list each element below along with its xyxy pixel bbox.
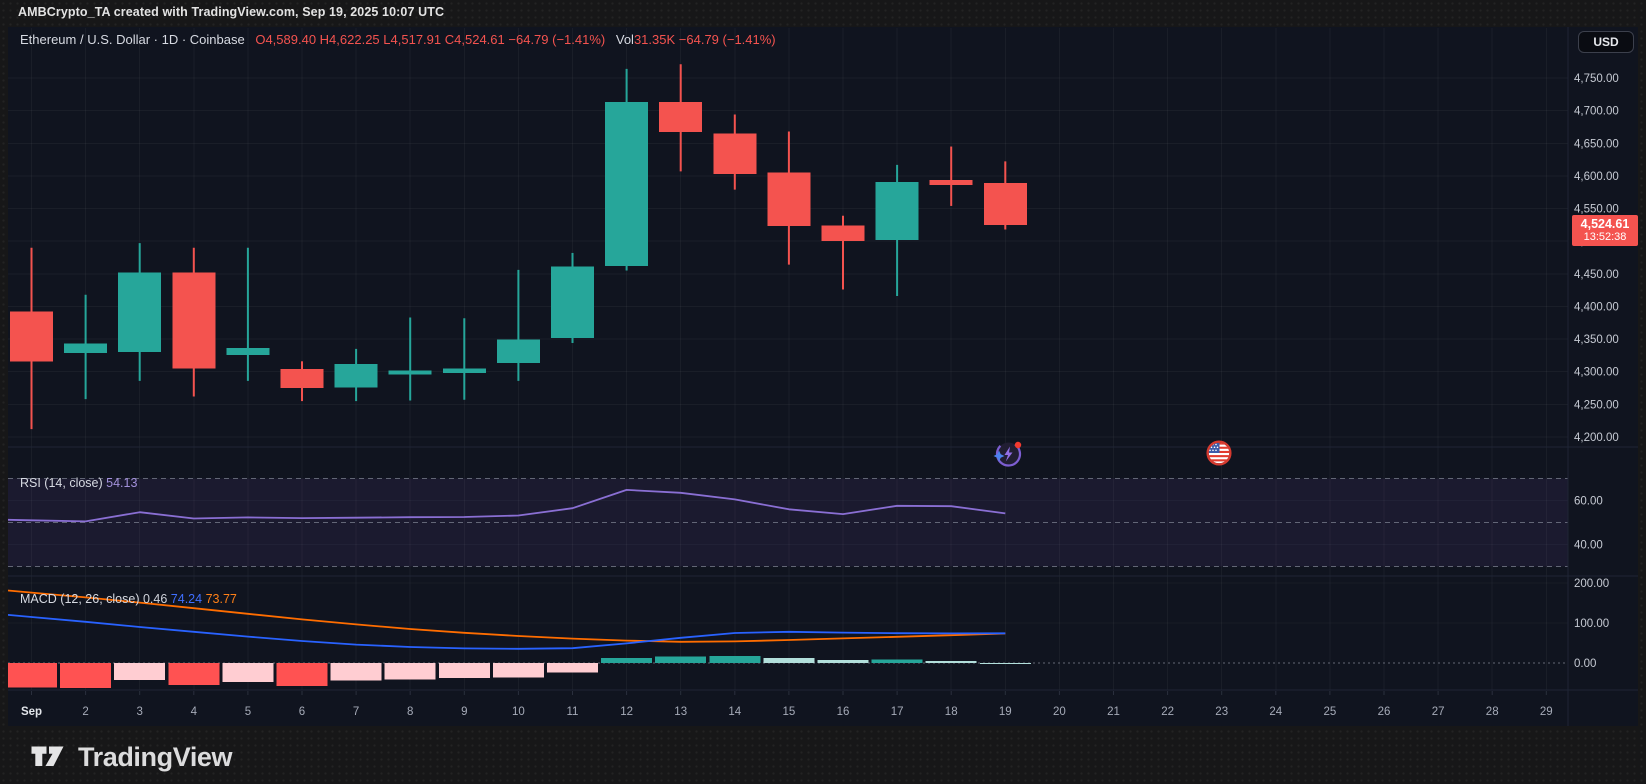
svg-text:60.00: 60.00 <box>1574 496 1603 508</box>
svg-text:40.00: 40.00 <box>1574 540 1603 552</box>
svg-text:7: 7 <box>353 706 359 718</box>
rsi-legend: RSI (14, close) 54.13 <box>20 476 137 490</box>
tradingview-logo-icon <box>31 746 64 766</box>
tradingview-wordmark: TradingView <box>78 742 233 772</box>
svg-text:4,200.00: 4,200.00 <box>1574 432 1619 444</box>
last-price: 4,524.61 <box>1580 217 1630 231</box>
rsi-label[interactable]: RSI (14, close) <box>20 476 103 490</box>
legend-close: C4,524.61 <box>444 32 505 47</box>
svg-text:12: 12 <box>620 706 633 718</box>
macd-signal-value: 73.77 <box>205 592 237 606</box>
svg-text:200.00: 200.00 <box>1574 578 1609 590</box>
svg-text:27: 27 <box>1432 706 1445 718</box>
svg-text:15: 15 <box>783 706 796 718</box>
rsi-value: 54.13 <box>106 476 138 490</box>
svg-text:16: 16 <box>837 706 850 718</box>
svg-text:0.00: 0.00 <box>1574 658 1596 670</box>
bottom-bar: TradingView <box>0 726 1646 784</box>
tradingview-brand[interactable]: TradingView <box>30 742 233 773</box>
volume-change: −64.79 (−1.41%) <box>678 32 776 47</box>
svg-text:3: 3 <box>136 706 142 718</box>
chart-canvas[interactable]: 4,750.00 4,700.00 4,650.00 4,600.00 4,550.00… <box>6 27 1638 726</box>
svg-text:4,350.00: 4,350.00 <box>1574 334 1619 346</box>
macd-label[interactable]: MACD (12, 26, close) <box>20 592 140 606</box>
time-axis[interactable]: Sep 2 3 4 5 6 7 8 9 10 11 12 13 14 15 16 17 18 19 20 21 22 23 2… <box>21 691 1553 718</box>
svg-text:4,550.00: 4,550.00 <box>1574 204 1619 216</box>
currency-toggle-button[interactable]: USD <box>1578 31 1634 53</box>
svg-text:4,400.00: 4,400.00 <box>1574 301 1619 313</box>
svg-text:20: 20 <box>1053 706 1066 718</box>
macd-signal-line <box>7 589 1006 643</box>
macd-line <box>7 614 1006 650</box>
price-axis[interactable]: 4,750.00 4,700.00 4,650.00 4,600.00 4,550.00… <box>1574 73 1619 670</box>
macd-histogram <box>6 655 1031 689</box>
us-flag-event-icon[interactable] <box>1205 439 1233 467</box>
svg-text:4,750.00: 4,750.00 <box>1574 73 1619 85</box>
svg-text:4,450.00: 4,450.00 <box>1574 269 1619 281</box>
svg-text:22: 22 <box>1161 706 1174 718</box>
svg-text:6: 6 <box>299 706 305 718</box>
svg-text:28: 28 <box>1486 706 1499 718</box>
legend-high: H4,622.25 <box>319 32 380 47</box>
svg-text:23: 23 <box>1215 706 1228 718</box>
macd-hist-value: 0.46 <box>142 592 168 606</box>
svg-text:29: 29 <box>1540 706 1553 718</box>
svg-text:9: 9 <box>461 706 467 718</box>
gridlines <box>8 28 1568 690</box>
svg-text:10: 10 <box>512 706 525 718</box>
svg-text:4,650.00: 4,650.00 <box>1574 138 1619 150</box>
svg-text:4,300.00: 4,300.00 <box>1574 367 1619 379</box>
svg-text:5: 5 <box>245 706 251 718</box>
svg-text:100.00: 100.00 <box>1574 618 1609 630</box>
svg-text:25: 25 <box>1324 706 1337 718</box>
svg-text:8: 8 <box>407 706 413 718</box>
svg-text:11: 11 <box>567 706 579 718</box>
macd-line-value: 74.24 <box>170 592 203 606</box>
svg-text:13: 13 <box>674 706 687 718</box>
svg-text:17: 17 <box>891 706 904 718</box>
events-sparkle-icon[interactable] <box>992 437 1024 469</box>
svg-text:4,700.00: 4,700.00 <box>1574 106 1619 118</box>
svg-text:4,250.00: 4,250.00 <box>1574 399 1619 411</box>
svg-text:2: 2 <box>82 706 88 718</box>
svg-text:21: 21 <box>1107 706 1120 718</box>
svg-text:26: 26 <box>1378 706 1391 718</box>
symbol-title[interactable]: Ethereum / U.S. Dollar · 1D · Coinbase <box>20 32 245 47</box>
legend-open: O4,589.40 <box>255 32 317 47</box>
candles-layer <box>10 64 1027 430</box>
symbol-legend: Ethereum / U.S. Dollar · 1D · Coinbase O… <box>20 32 776 47</box>
pane-dividers[interactable] <box>8 27 1638 726</box>
volume-label[interactable]: Vol <box>615 32 634 47</box>
svg-text:4,600.00: 4,600.00 <box>1574 171 1619 183</box>
bar-countdown: 13:52:38 <box>1583 231 1627 243</box>
legend-low: L4,517.91 <box>383 32 442 47</box>
attribution-bar: AMBCrypto_TA created with TradingView.co… <box>0 0 1646 27</box>
last-price-badge[interactable]: 4,524.61 13:52:38 <box>1572 215 1638 246</box>
attribution-text: AMBCrypto_TA created with TradingView.co… <box>18 5 445 19</box>
svg-text:19: 19 <box>999 706 1012 718</box>
volume-value: 31.35K <box>633 32 676 47</box>
svg-text:14: 14 <box>728 706 741 718</box>
svg-text:4: 4 <box>191 706 198 718</box>
svg-text:Sep: Sep <box>21 706 42 718</box>
rsi-line <box>7 488 1006 523</box>
svg-text:18: 18 <box>945 706 958 718</box>
legend-change: −64.79 (−1.41%) <box>508 32 606 47</box>
chart-panel: 4,750.00 4,700.00 4,650.00 4,600.00 4,550.00… <box>6 27 1638 726</box>
macd-legend: MACD (12, 26, close) 0.46 74.24 73.77 <box>20 592 237 606</box>
svg-text:24: 24 <box>1269 706 1282 718</box>
